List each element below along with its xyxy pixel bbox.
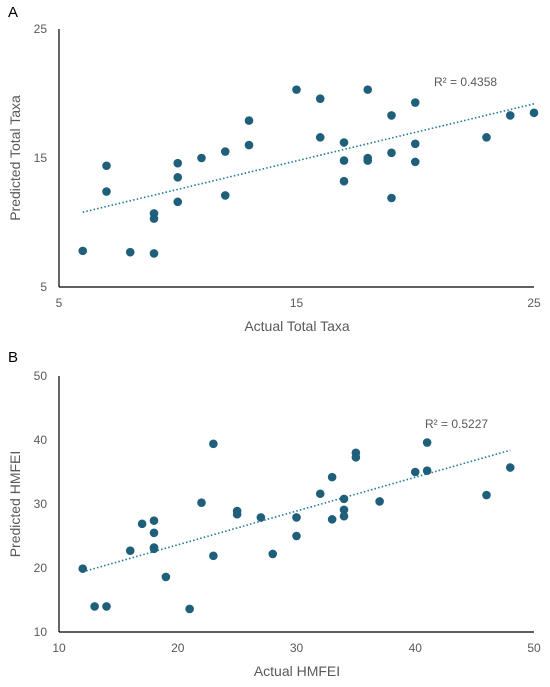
data-point-a <box>220 147 230 156</box>
data-point-b <box>149 528 159 538</box>
data-point-a <box>197 153 206 163</box>
data-point-b <box>292 513 301 522</box>
data-point-b <box>410 467 420 477</box>
y-tick-label-a: 15 <box>34 151 48 165</box>
x-tick-label-b: 20 <box>171 641 185 655</box>
r2-label-a: R² = 0.4358 <box>434 75 497 89</box>
data-point-b <box>149 516 159 525</box>
data-point-b <box>209 551 218 561</box>
y-tick-label-a: 25 <box>34 22 48 36</box>
data-point-a <box>387 111 396 120</box>
data-point-b <box>339 511 349 521</box>
data-point-b <box>422 438 432 447</box>
data-point-a <box>339 156 349 165</box>
data-point-a <box>244 140 254 150</box>
panel-a: A 5 15 25 5 15 25 R² = 0.4358 Actual Total T… <box>7 4 541 334</box>
data-point-b <box>375 497 384 506</box>
data-point-b <box>209 439 218 449</box>
data-point-b <box>137 519 147 529</box>
data-point-b <box>268 549 278 559</box>
data-point-b <box>327 472 337 482</box>
data-point-a <box>292 85 301 94</box>
data-point-a <box>387 148 396 158</box>
data-point-b <box>256 513 266 522</box>
data-point-a <box>363 85 373 94</box>
panel-b: B 10 20 30 40 50 10 20 30 40 50 R² = 0.5227 Actu… <box>7 349 541 679</box>
data-point-a <box>363 156 373 165</box>
data-point-a <box>102 161 111 171</box>
x-tick-label-b: 50 <box>527 641 541 655</box>
data-point-a <box>149 214 159 223</box>
data-point-a <box>339 176 349 186</box>
data-point-a <box>102 187 111 196</box>
data-points-a <box>78 85 539 258</box>
data-point-a <box>125 247 135 257</box>
data-point-a <box>410 157 420 167</box>
trendline-b <box>82 449 511 573</box>
data-point-b <box>339 505 349 515</box>
data-point-a <box>149 249 159 258</box>
data-point-a <box>315 133 325 142</box>
data-point-a <box>505 111 515 120</box>
data-point-b <box>125 546 135 556</box>
data-point-a <box>244 116 254 125</box>
x-tick-labels-b: 10 20 30 40 50 <box>52 641 541 655</box>
data-point-b <box>78 564 88 573</box>
data-point-b <box>292 531 301 541</box>
data-point-a <box>410 98 420 107</box>
x-tick-label-b: 30 <box>290 641 304 655</box>
data-point-a <box>315 94 325 103</box>
x-tick-label-a: 15 <box>290 296 304 310</box>
data-point-b <box>482 490 491 500</box>
data-point-b <box>505 463 515 472</box>
data-point-a <box>410 139 420 149</box>
x-tick-labels-a: 5 15 25 <box>56 296 541 310</box>
data-points-b <box>78 438 515 614</box>
data-point-a <box>482 133 491 142</box>
data-point-a <box>173 197 183 207</box>
panel-label-b: B <box>8 349 18 366</box>
panel-label-a: A <box>8 4 18 21</box>
data-point-a <box>339 138 349 147</box>
y-tick-label-b: 10 <box>34 625 48 639</box>
data-point-b <box>351 452 361 462</box>
x-axis-title-b: Actual HMFEI <box>254 663 340 679</box>
y-tick-label-b: 30 <box>34 497 48 511</box>
data-point-b <box>185 604 194 614</box>
data-point-b <box>102 602 111 611</box>
x-tick-label-a: 5 <box>56 296 63 310</box>
y-tick-label-b: 20 <box>34 561 48 575</box>
data-point-b <box>315 489 325 499</box>
r2-label-b: R² = 0.5227 <box>425 417 488 431</box>
data-point-a <box>173 173 183 182</box>
y-axis-title-b: Predicted HMFEI <box>7 451 23 558</box>
data-point-a <box>78 246 88 256</box>
y-tick-label-a: 5 <box>40 280 47 294</box>
y-tick-labels-a: 5 15 25 <box>34 22 48 294</box>
data-point-a <box>220 191 230 200</box>
y-tick-labels-b: 10 20 30 40 50 <box>34 369 48 639</box>
data-point-b <box>149 544 159 554</box>
data-point-a <box>387 193 396 203</box>
data-point-a <box>173 158 183 168</box>
data-point-b <box>339 494 349 504</box>
y-tick-label-b: 50 <box>34 369 48 383</box>
trendline-a <box>82 103 535 213</box>
x-tick-label-b: 10 <box>52 641 66 655</box>
data-point-b <box>197 498 206 508</box>
y-tick-label-b: 40 <box>34 433 48 447</box>
data-point-b <box>90 602 99 611</box>
x-tick-label-b: 40 <box>409 641 423 655</box>
data-point-b <box>232 509 242 519</box>
x-tick-label-a: 25 <box>527 296 541 310</box>
y-axis-title-a: Predicted Total Taxa <box>7 95 23 221</box>
data-point-a <box>529 108 539 118</box>
x-axis-title-a: Actual Total Taxa <box>244 318 350 334</box>
data-point-b <box>422 466 432 476</box>
data-point-b <box>161 572 171 582</box>
data-point-b <box>327 515 337 524</box>
